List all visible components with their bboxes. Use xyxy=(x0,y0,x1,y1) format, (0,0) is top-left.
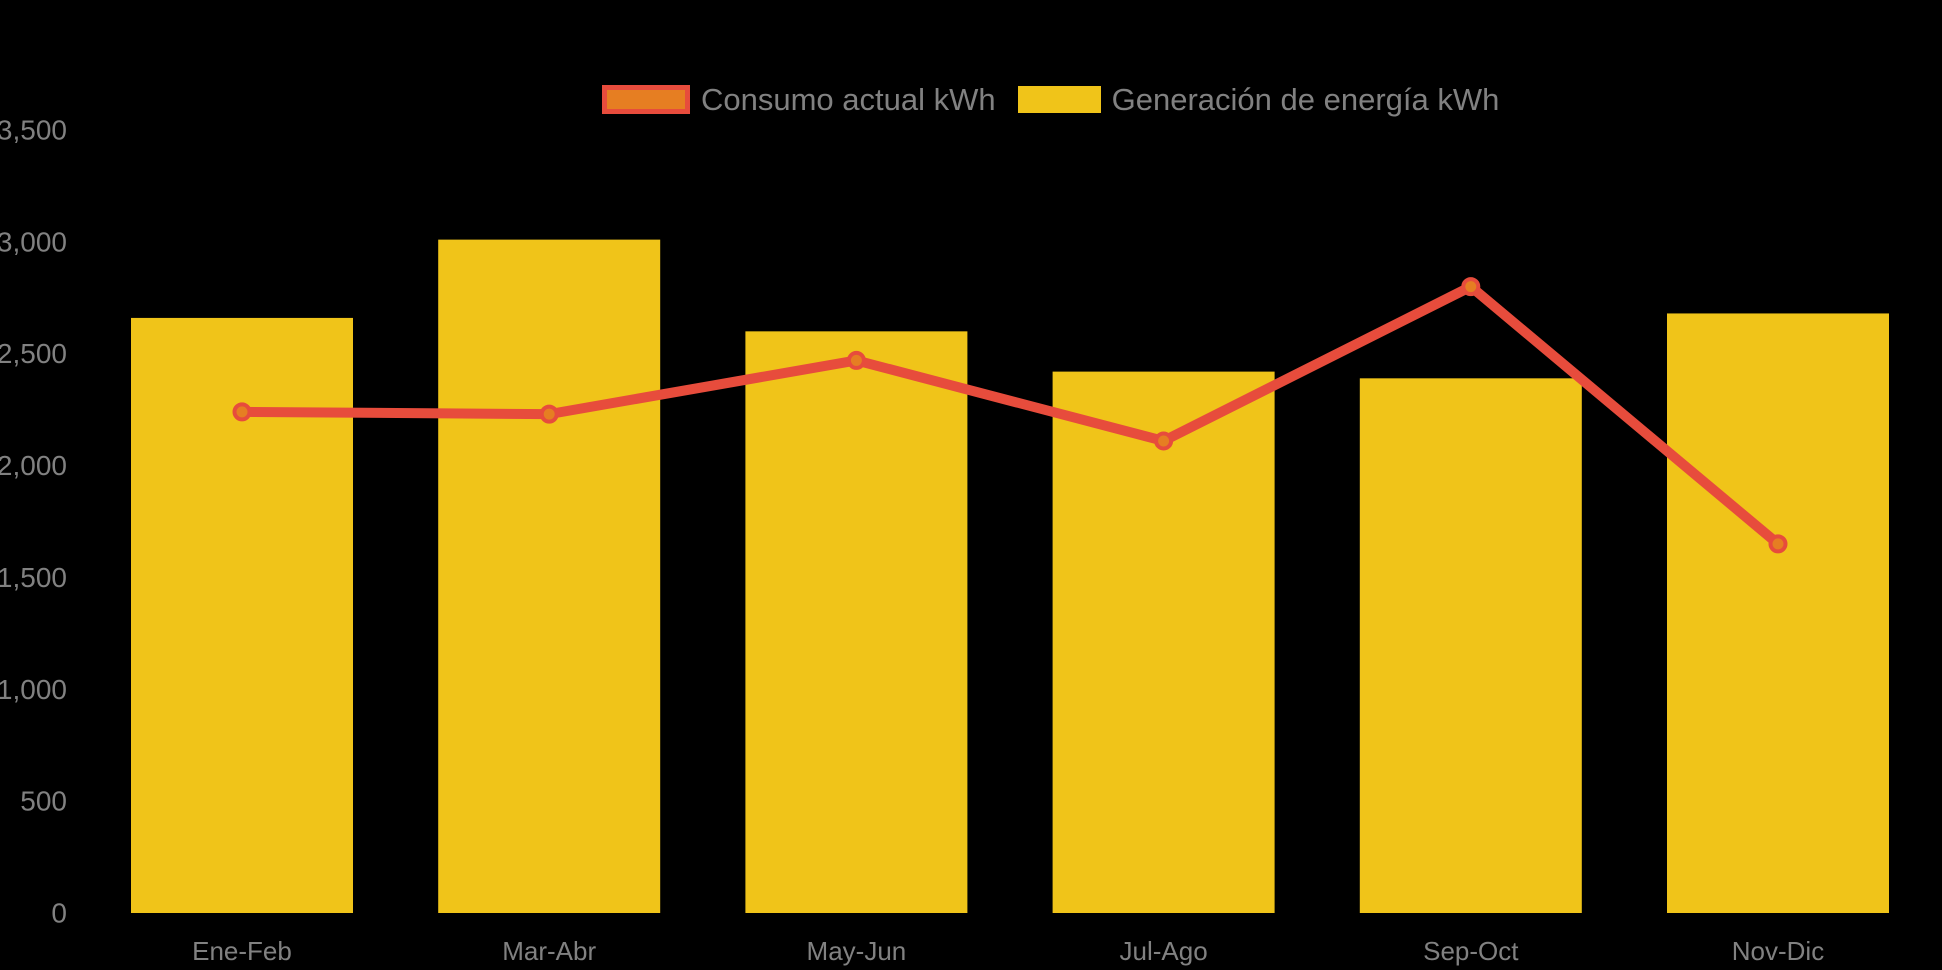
legend-label-consumo: Consumo actual kWh xyxy=(701,82,996,117)
x-axis-label-May-Jun: May-Jun xyxy=(807,936,907,966)
y-axis-tick-label-3500: 3,500 xyxy=(0,115,67,146)
x-axis-label-Mar-Abr: Mar-Abr xyxy=(502,936,596,966)
consumo-point-Ene-Feb[interactable] xyxy=(232,402,252,422)
y-axis-tick-label-1500: 1,500 xyxy=(0,562,67,593)
consumo-line[interactable] xyxy=(237,281,1783,549)
x-axis-label-Nov-Dic: Nov-Dic xyxy=(1732,936,1824,966)
consumo-point-Nov-Dic[interactable] xyxy=(1768,534,1788,554)
bar-generacion-Nov-Dic[interactable] xyxy=(1667,313,1889,914)
x-axis-label-Jul-Ago: Jul-Ago xyxy=(1120,936,1208,966)
legend-swatch-generacion xyxy=(1017,86,1101,113)
y-axis-tick-label-500: 500 xyxy=(20,786,67,817)
y-axis-tick-label-2500: 2,500 xyxy=(0,338,67,369)
legend-item-consumo-actual[interactable]: Consumo actual kWh xyxy=(602,84,996,115)
consumo-point-Sep-Oct[interactable] xyxy=(1461,277,1481,297)
y-axis-tick-label-1000: 1,000 xyxy=(0,674,67,705)
y-axis-tick-label-2000: 2,000 xyxy=(0,450,67,481)
legend-label-generacion: Generación de energía kWh xyxy=(1111,82,1500,117)
y-axis-tick-label-0: 0 xyxy=(51,898,67,929)
bar-generacion-Sep-Oct[interactable] xyxy=(1359,378,1582,913)
bar-generacion-Mar-Abr[interactable] xyxy=(438,239,661,913)
bar-generacion-Jul-Ago[interactable] xyxy=(1052,371,1275,913)
chart-legend: Consumo actual kWh Generación de energía… xyxy=(602,84,1499,115)
legend-item-generacion-energia[interactable]: Generación de energía kWh xyxy=(1017,82,1500,117)
consumo-point-Mar-Abr[interactable] xyxy=(539,404,559,424)
x-axis-label-Sep-Oct: Sep-Oct xyxy=(1423,936,1519,966)
consumo-point-Jul-Ago[interactable] xyxy=(1154,431,1174,451)
x-axis-label-Ene-Feb: Ene-Feb xyxy=(192,936,292,966)
legend-swatch-consumo xyxy=(602,85,690,114)
y-axis-tick-label-3000: 3,000 xyxy=(0,226,67,257)
consumo-point-May-Jun[interactable] xyxy=(846,350,866,370)
bar-generacion-May-Jun[interactable] xyxy=(745,331,968,913)
